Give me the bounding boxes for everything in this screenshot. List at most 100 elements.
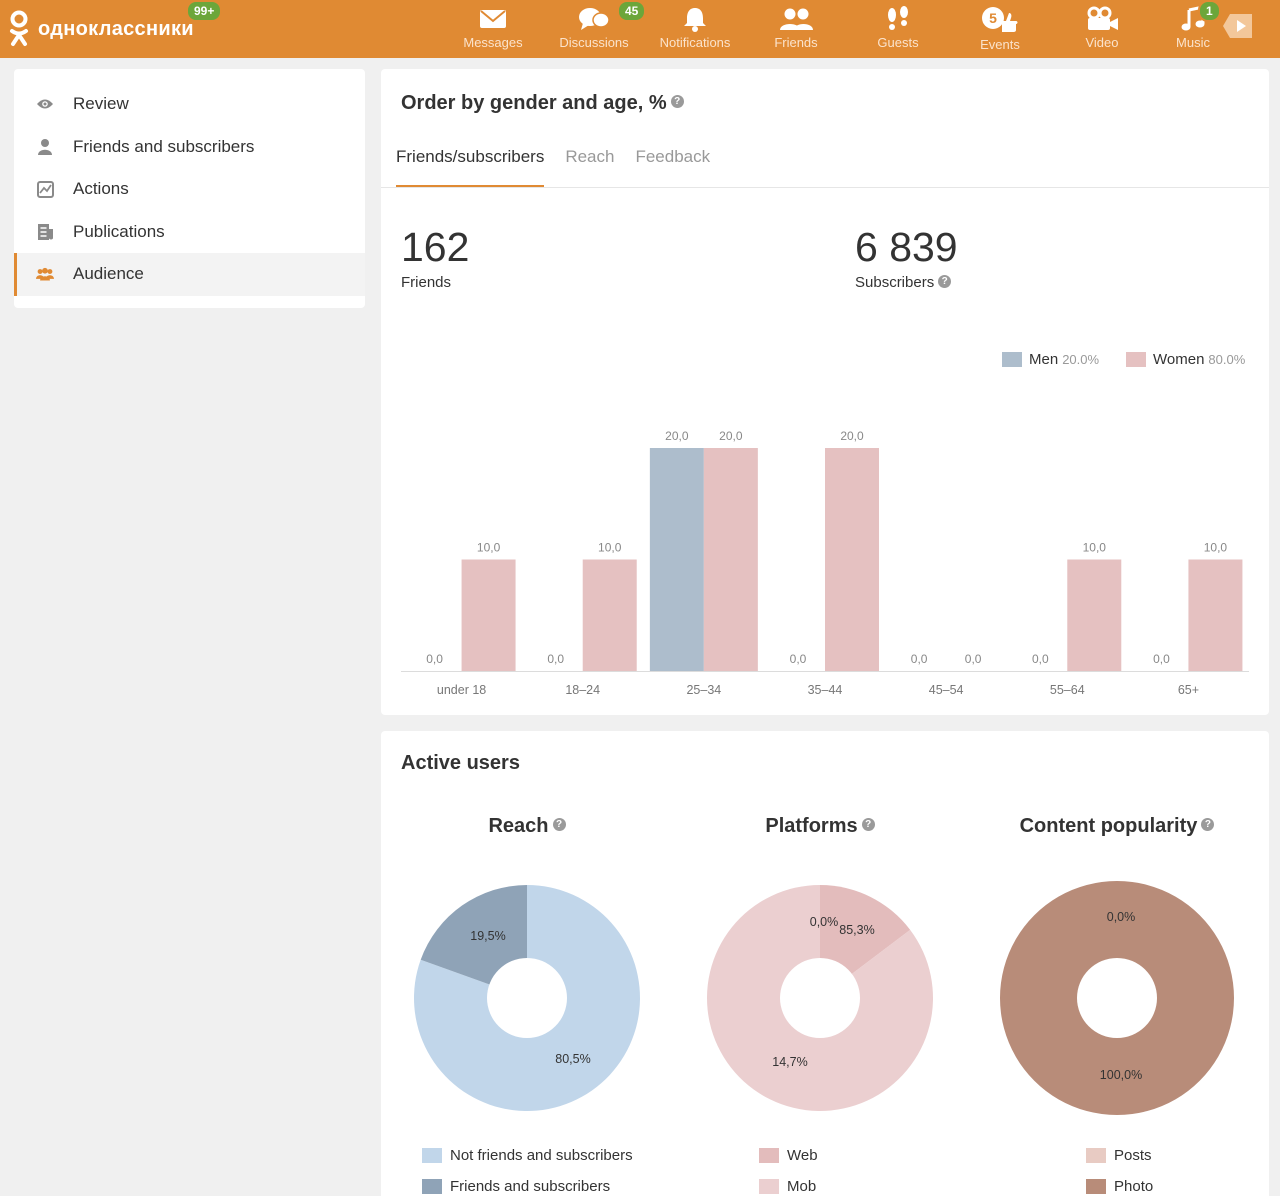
bar-value-label: 0,0 (426, 652, 443, 666)
audience-tabs: Friends/subscribers Reach Feedback (396, 147, 731, 188)
active-users-pies: 80,5%19,5%14,7%85,3%0,0% 0,0%100,0% (414, 881, 1234, 1115)
reach-legend: Not friends and subscribers Friends and … (422, 1140, 633, 1196)
x-tick-label: 35–44 (808, 683, 843, 697)
legend-item[interactable]: Photo (1086, 1171, 1153, 1196)
nav-friends[interactable]: Friends (762, 0, 830, 58)
nav-video-label: Video (1085, 35, 1119, 50)
legend-item[interactable]: Friends and subscribers (422, 1171, 633, 1196)
sidebar-item-publications[interactable]: Publications (14, 211, 365, 254)
legend-item[interactable]: Posts (1086, 1140, 1153, 1171)
sidebar-item-audience[interactable]: Audience (14, 253, 365, 296)
legend-item[interactable]: Mob (759, 1171, 818, 1196)
bar-value-label: 10,0 (1083, 541, 1107, 555)
x-tick-label: 45–54 (929, 683, 964, 697)
friends-stat: 162 Friends (401, 226, 469, 291)
x-tick-label: 25–34 (686, 683, 721, 697)
ok-logo-icon (10, 10, 28, 46)
legend-label: Friends and subscribers (450, 1178, 611, 1195)
sidebar: Review Friends and subscribers Actions P… (14, 69, 365, 308)
nav-music[interactable]: Music (1166, 0, 1220, 58)
legend-label: Mob (787, 1178, 817, 1195)
subscribers-label: Subscribers (855, 274, 935, 291)
nav-discussions[interactable]: Discussions (553, 0, 635, 58)
bar-women (1188, 559, 1243, 671)
sidebar-item-label: Review (73, 94, 129, 114)
legend-men[interactable]: Men 20.0% (1002, 351, 1099, 368)
gender-age-title-text: Order by gender and age, % (401, 92, 667, 114)
legend-swatch-men (1002, 352, 1022, 367)
pie-slice-label: 85,3% (839, 923, 874, 937)
nav-friends-label: Friends (774, 35, 818, 50)
pie-slice-label: 0,0% (1107, 910, 1136, 924)
content-legend: Posts Photo (1086, 1140, 1153, 1196)
pie-slice-label: 80,5% (555, 1052, 590, 1066)
pie-slice-label: 100,0% (1100, 1068, 1142, 1082)
nav-messages[interactable]: Messages (457, 0, 529, 58)
bar-value-label: 20,0 (719, 429, 743, 443)
bar-women (703, 448, 758, 671)
bar-value-label: 0,0 (547, 652, 564, 666)
active-users-title: Active users (401, 752, 520, 774)
help-icon[interactable]: ? (1201, 818, 1215, 832)
sidebar-item-label: Publications (73, 221, 165, 241)
platforms-pie-title-text: Platforms (765, 815, 858, 837)
nav-guests-label: Guests (877, 35, 919, 50)
help-icon[interactable]: ? (552, 818, 566, 832)
logo-text: одноклассники (38, 17, 194, 40)
bar-women (461, 559, 516, 671)
tab-friends-subscribers[interactable]: Friends/subscribers (396, 147, 545, 188)
bar-value-label: 0,0 (790, 652, 807, 666)
line-chart-icon (36, 180, 54, 198)
donut-hole (1077, 958, 1157, 1038)
x-tick-label: 65+ (1178, 683, 1199, 697)
legend-label: Posts (1114, 1147, 1152, 1164)
help-icon[interactable]: ? (938, 274, 952, 288)
sidebar-item-actions[interactable]: Actions (14, 168, 365, 211)
bar-value-label: 0,0 (1153, 652, 1170, 666)
gender-age-card: Order by gender and age, %? Friends/subs… (381, 69, 1269, 715)
help-icon[interactable]: ? (861, 818, 875, 832)
legend-women[interactable]: Women 80.0% (1126, 351, 1245, 368)
pie-slice-label: 0,0% (810, 915, 839, 929)
bar-value-label: 0,0 (1032, 652, 1049, 666)
nav-music-label: Music (1176, 35, 1210, 50)
sidebar-item-label: Friends and subscribers (73, 136, 255, 156)
logo[interactable]: одноклассники (8, 10, 194, 48)
legend-label: Photo (1114, 1178, 1154, 1195)
nav-events[interactable]: 5 Events (968, 0, 1032, 58)
bar-value-label: 0,0 (911, 652, 928, 666)
play-icon (1223, 14, 1252, 38)
legend-item[interactable]: Not friends and subscribers (422, 1140, 633, 1171)
pie-slice-label: 14,7% (772, 1055, 807, 1069)
nav-notifications[interactable]: Notifications (655, 0, 735, 58)
bar-men (649, 448, 704, 671)
bell-icon (684, 8, 706, 32)
bar-women (582, 559, 637, 671)
subscribers-stat: 6 839 Subscribers? (855, 226, 958, 291)
tab-feedback[interactable]: Feedback (635, 147, 711, 166)
logo-badge: 99+ (186, 0, 223, 22)
tab-reach[interactable]: Reach (565, 147, 615, 166)
legend-swatch-women (1126, 352, 1146, 367)
sidebar-item-friends-and-subscribers[interactable]: Friends and subscribers (14, 126, 365, 169)
legend-men-label: Men (1029, 351, 1059, 368)
legend-swatch (1086, 1148, 1106, 1163)
tabs-divider (381, 187, 1269, 188)
gender-age-bar-chart: 0,0 10,0 under 18 0,0 10,0 18–24 20,0 20,0 25–34… (401, 429, 1249, 697)
nav-guests[interactable]: Guests (866, 0, 930, 58)
help-icon[interactable]: ? (670, 95, 684, 109)
nav-notifications-label: Notifications (659, 35, 731, 50)
gender-age-title: Order by gender and age, %? (401, 92, 684, 115)
legend-item[interactable]: Web (759, 1140, 818, 1171)
reach-pie-title-text: Reach (488, 815, 549, 837)
bar-value-label: 20,0 (840, 429, 864, 443)
sidebar-item-review[interactable]: Review (14, 83, 365, 126)
nav-video[interactable]: Video (1070, 0, 1134, 58)
reach-pie-title: Reach? (397, 815, 657, 838)
events-counter: 5 (989, 10, 997, 26)
music-play-button[interactable] (1222, 12, 1256, 40)
bar-value-label: 0,0 (965, 652, 982, 666)
discussions-badge: 45 (617, 0, 647, 22)
legend-label: Not friends and subscribers (450, 1147, 633, 1164)
active-users-card: Active users Reach? Platforms? Content p… (381, 731, 1269, 1196)
